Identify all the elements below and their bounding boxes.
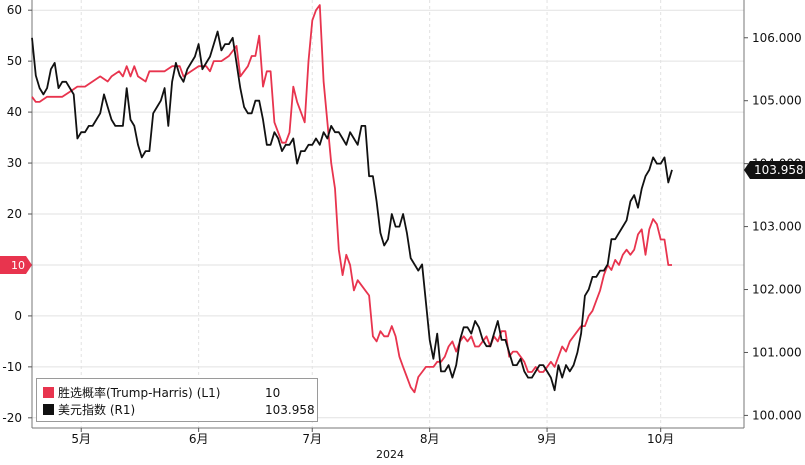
legend-value-dxy: 103.958	[265, 403, 315, 417]
x-tick-label: 6月	[189, 432, 209, 446]
grid-layer	[32, 0, 744, 428]
series-line-dxy	[31, 30, 673, 392]
left-tick-label: 20	[7, 207, 22, 221]
legend-label-trump-harris: 胜选概率(Trump-Harris)	[58, 386, 193, 400]
left-last-value-label: 10	[11, 259, 25, 272]
legend-value-trump-harris: 10	[265, 386, 281, 400]
right-tick-label: 100.000	[752, 408, 802, 422]
ticks-layer: 6050403020100-10-20106.000105.000104.000…	[2, 3, 801, 461]
left-tick-label: 40	[7, 105, 22, 119]
left-tick-label: -10	[2, 360, 22, 374]
legend-entry-dxy: 美元指数 (R1) 103.958	[43, 402, 315, 418]
legend-swatch-trump-harris	[43, 387, 54, 398]
right-tick-label: 101.000	[752, 345, 802, 359]
x-tick-label: 10月	[647, 432, 674, 446]
x-tick-label: 7月	[302, 432, 322, 446]
right-last-value-marker	[744, 160, 805, 179]
left-tick-label: 50	[7, 54, 22, 68]
x-tick-label: 8月	[420, 432, 440, 446]
left-tick-label: 30	[7, 156, 22, 170]
markers-layer: 10 103.958	[0, 160, 805, 274]
x-tick-label: 9月	[537, 432, 557, 446]
legend-entry-trump-harris: 胜选概率(Trump-Harris) (L1) 10	[43, 385, 280, 401]
x-year-label: 2024	[376, 448, 404, 461]
right-last-value-label: 103.958	[754, 163, 804, 177]
right-tick-label: 103.000	[752, 220, 802, 234]
legend-swatch-dxy	[43, 404, 54, 415]
left-tick-label: -20	[2, 411, 22, 425]
left-tick-label: 0	[14, 309, 22, 323]
series-line-trump-harris	[31, 4, 672, 394]
right-tick-label: 106.000	[752, 31, 802, 45]
right-tick-label: 105.000	[752, 94, 802, 108]
right-tick-label: 102.000	[752, 283, 802, 297]
left-tick-label: 60	[7, 3, 22, 17]
legend-label-dxy: 美元指数 (R1)	[58, 403, 136, 417]
legend-axis-trump-harris: (L1)	[196, 386, 221, 400]
left-last-value-marker	[0, 255, 32, 274]
series-layer	[31, 4, 673, 394]
legend: 胜选概率(Trump-Harris) (L1) 10 美元指数 (R1) 103.95…	[36, 378, 318, 422]
x-tick-label: 5月	[71, 432, 91, 446]
